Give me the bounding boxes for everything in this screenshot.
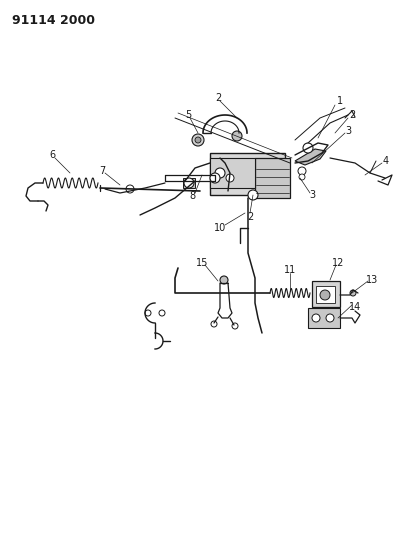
Text: 3: 3: [345, 126, 351, 136]
Circle shape: [298, 167, 306, 175]
Text: 13: 13: [366, 275, 378, 285]
Bar: [183, 178, 195, 188]
Text: 1: 1: [337, 96, 343, 106]
Circle shape: [303, 143, 313, 153]
Bar: [210, 153, 285, 195]
Circle shape: [248, 190, 258, 200]
Circle shape: [211, 321, 217, 327]
Text: 8: 8: [189, 191, 195, 201]
Text: 2: 2: [349, 110, 355, 120]
Bar: [255, 158, 290, 198]
Circle shape: [312, 314, 320, 322]
Circle shape: [145, 310, 151, 316]
Circle shape: [192, 134, 204, 146]
Circle shape: [320, 290, 330, 300]
Circle shape: [195, 137, 201, 143]
Text: 15: 15: [196, 258, 208, 268]
Text: 11: 11: [284, 265, 296, 275]
Circle shape: [232, 131, 242, 141]
Circle shape: [215, 168, 225, 178]
Bar: [308, 308, 340, 328]
Circle shape: [159, 310, 165, 316]
Circle shape: [220, 276, 228, 284]
Text: 14: 14: [349, 302, 361, 312]
Circle shape: [210, 173, 220, 183]
Text: 6: 6: [49, 150, 55, 160]
Text: 4: 4: [383, 156, 389, 166]
Bar: [312, 281, 340, 307]
Text: 7: 7: [99, 166, 105, 176]
Text: 10: 10: [214, 223, 226, 233]
Bar: [210, 158, 255, 188]
Text: 91114 2000: 91114 2000: [12, 14, 95, 27]
Text: 12: 12: [332, 258, 344, 268]
Circle shape: [126, 185, 134, 193]
Text: 3: 3: [309, 190, 315, 200]
Text: 2: 2: [247, 212, 253, 222]
Circle shape: [350, 290, 356, 296]
Bar: [316, 286, 335, 303]
Circle shape: [226, 174, 234, 182]
Circle shape: [299, 174, 305, 180]
Text: 5: 5: [185, 110, 191, 120]
Circle shape: [232, 323, 238, 329]
Polygon shape: [295, 149, 326, 165]
Circle shape: [184, 178, 194, 188]
Text: 2: 2: [215, 93, 221, 103]
Circle shape: [326, 314, 334, 322]
